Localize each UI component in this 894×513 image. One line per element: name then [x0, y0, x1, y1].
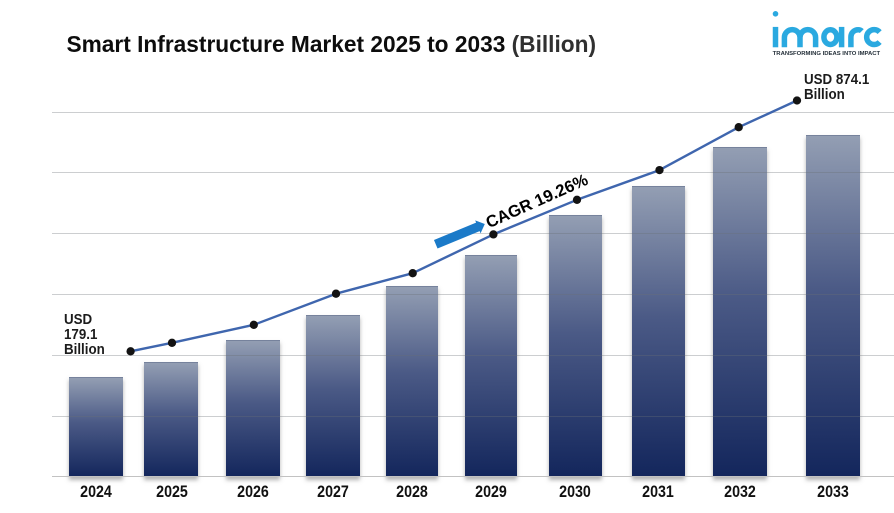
svg-text:TRANSFORMING IDEAS INTO IMPACT: TRANSFORMING IDEAS INTO IMPACT	[773, 51, 881, 57]
